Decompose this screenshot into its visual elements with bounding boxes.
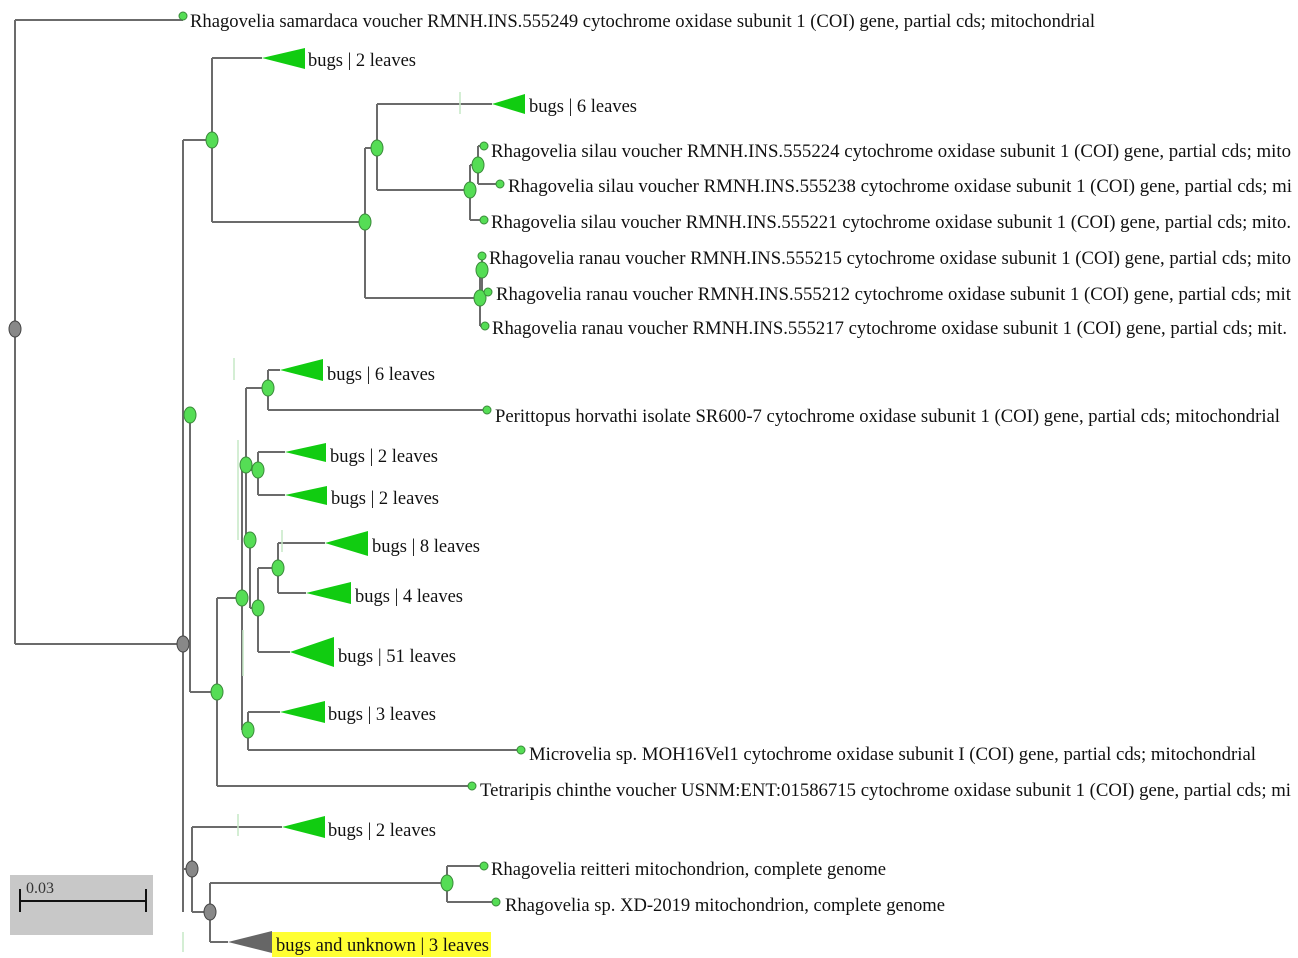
- taxon-label[interactable]: Rhagovelia ranau voucher RMNH.INS.555217…: [492, 318, 1287, 339]
- leaf-tip[interactable]: [480, 321, 490, 331]
- clade-label[interactable]: bugs | 2 leaves: [331, 488, 439, 509]
- clade-label[interactable]: bugs | 2 leaves: [330, 446, 438, 467]
- taxon-label[interactable]: Rhagovelia reitteri mitochondrion, compl…: [491, 859, 886, 880]
- tree-node[interactable]: [239, 456, 253, 474]
- taxon-label[interactable]: Rhagovelia sp. XD-2019 mitochondrion, co…: [505, 895, 945, 916]
- leaf-tip[interactable]: [495, 179, 505, 189]
- tree-node[interactable]: [241, 721, 255, 739]
- taxon-label[interactable]: Rhagovelia samardaca voucher RMNH.INS.55…: [190, 11, 1095, 32]
- tree-node-grey[interactable]: [185, 860, 199, 878]
- tree-node[interactable]: [235, 589, 249, 607]
- collapsed-clade-triangle[interactable]: [280, 359, 323, 381]
- leaf-tip[interactable]: [467, 781, 477, 791]
- clade-label[interactable]: bugs | 8 leaves: [372, 536, 480, 557]
- taxon-label[interactable]: Rhagovelia silau voucher RMNH.INS.555224…: [491, 141, 1291, 162]
- collapsed-clade-triangle[interactable]: [325, 531, 368, 556]
- leaf-tip[interactable]: [491, 897, 501, 907]
- taxon-label[interactable]: Rhagovelia silau voucher RMNH.INS.555221…: [491, 212, 1291, 233]
- collapsed-clade-triangle[interactable]: [285, 443, 326, 462]
- taxon-label[interactable]: Microvelia sp. MOH16Vel1 cytochrome oxid…: [529, 744, 1256, 765]
- tree-node[interactable]: [370, 139, 384, 157]
- tree-node[interactable]: [271, 559, 285, 577]
- scale-bar-background: [10, 875, 153, 935]
- internal-nodes: [8, 131, 489, 921]
- taxon-label[interactable]: Rhagovelia ranau voucher RMNH.INS.555215…: [489, 248, 1291, 269]
- tree-node[interactable]: [183, 406, 197, 424]
- collapsed-clade-triangle[interactable]: [290, 637, 334, 667]
- leaf-tip[interactable]: [479, 861, 489, 871]
- leaf-tip[interactable]: [477, 251, 487, 261]
- clade-label[interactable]: bugs | 2 leaves: [308, 50, 416, 71]
- clade-label[interactable]: bugs and unknown | 3 leaves: [276, 935, 489, 956]
- clade-label[interactable]: bugs | 2 leaves: [328, 820, 436, 841]
- scale-bar: 0.03: [10, 875, 153, 935]
- tree-node[interactable]: [471, 156, 485, 174]
- collapsed-clade-triangle[interactable]: [285, 486, 327, 505]
- tree-node[interactable]: [251, 599, 265, 617]
- leaf-tips: [178, 11, 526, 907]
- tree-branches: [14, 19, 520, 943]
- collapsed-clade-triangle[interactable]: [282, 816, 325, 838]
- collapsed-clade-triangle[interactable]: [262, 48, 305, 69]
- taxon-label[interactable]: Rhagovelia silau voucher RMNH.INS.555238…: [508, 176, 1292, 197]
- tree-node[interactable]: [243, 531, 257, 549]
- leaf-tip[interactable]: [482, 405, 492, 415]
- tree-node[interactable]: [440, 874, 454, 892]
- tree-node[interactable]: [473, 289, 487, 307]
- collapsed-clade-triangle-grey[interactable]: [228, 931, 272, 953]
- collapsed-clades: [228, 48, 525, 953]
- collapsed-clade-triangle[interactable]: [306, 582, 351, 604]
- tree-node[interactable]: [261, 379, 275, 397]
- highlight-background: [272, 932, 491, 957]
- support-ticks: [182, 92, 461, 952]
- clade-label[interactable]: bugs | 4 leaves: [355, 586, 463, 607]
- tree-node-grey[interactable]: [8, 320, 22, 338]
- taxon-labels: Rhagovelia samardaca voucher RMNH.INS.55…: [190, 11, 1292, 956]
- leaf-tip[interactable]: [483, 287, 493, 297]
- leaf-tip[interactable]: [479, 215, 489, 225]
- tree-node[interactable]: [210, 683, 224, 701]
- tree-node[interactable]: [251, 461, 265, 479]
- taxon-label[interactable]: Tetraripis chinthe voucher USNM:ENT:0158…: [480, 780, 1291, 801]
- tree-node-grey[interactable]: [203, 903, 217, 921]
- taxon-label[interactable]: Rhagovelia ranau voucher RMNH.INS.555212…: [496, 284, 1292, 305]
- tree-node[interactable]: [463, 181, 477, 199]
- clade-label[interactable]: bugs | 3 leaves: [328, 704, 436, 725]
- tree-node-grey[interactable]: [176, 635, 190, 653]
- leaf-tip[interactable]: [178, 11, 188, 21]
- clade-label[interactable]: bugs | 6 leaves: [529, 96, 637, 117]
- collapsed-clade-triangle[interactable]: [280, 701, 325, 723]
- leaf-tip[interactable]: [479, 141, 489, 151]
- clade-label[interactable]: bugs | 51 leaves: [338, 646, 456, 667]
- taxon-label[interactable]: Perittopus horvathi isolate SR600-7 cyto…: [495, 406, 1280, 427]
- tree-node[interactable]: [358, 213, 372, 231]
- collapsed-clade-triangle[interactable]: [492, 94, 525, 114]
- scale-bar-label: 0.03: [26, 880, 54, 897]
- tree-node[interactable]: [205, 131, 219, 149]
- tree-node[interactable]: [475, 261, 489, 279]
- leaf-tip[interactable]: [516, 745, 526, 755]
- clade-label[interactable]: bugs | 6 leaves: [327, 364, 435, 385]
